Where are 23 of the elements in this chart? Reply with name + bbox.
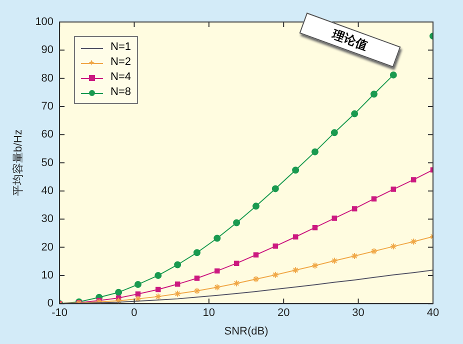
legend-label: N=2 [110,55,132,70]
y-tick-label: 10 [41,269,54,282]
y-tick-label: 70 [41,100,54,113]
legend-label: N=4 [110,70,132,85]
y-tick-label: 0 [47,298,54,310]
y-tick-label: 60 [41,128,54,141]
x-tick-label: 40 [426,307,440,320]
y-tick-label: 90 [41,44,54,56]
x-axis-title: SNR(dB) [224,325,268,338]
x-tick-label: 10 [202,307,216,320]
y-axis-title: 平均容量b/Hz [12,129,25,196]
legend-label: N=1 [110,40,132,55]
x-tick-label: 20 [277,307,290,320]
x-tick-label: -10 [52,307,68,320]
y-tick-label: 80 [41,72,54,84]
x-tick-label: 30 [352,307,364,320]
legend-label: N=8 [110,85,132,100]
y-tick-label: 40 [41,184,54,197]
y-tick-label: 20 [41,241,54,254]
x-tick-label: 0 [131,307,138,320]
y-tick-label: 100 [35,16,54,28]
y-tick-label: 30 [41,213,54,226]
y-tick-label: 50 [41,156,54,169]
